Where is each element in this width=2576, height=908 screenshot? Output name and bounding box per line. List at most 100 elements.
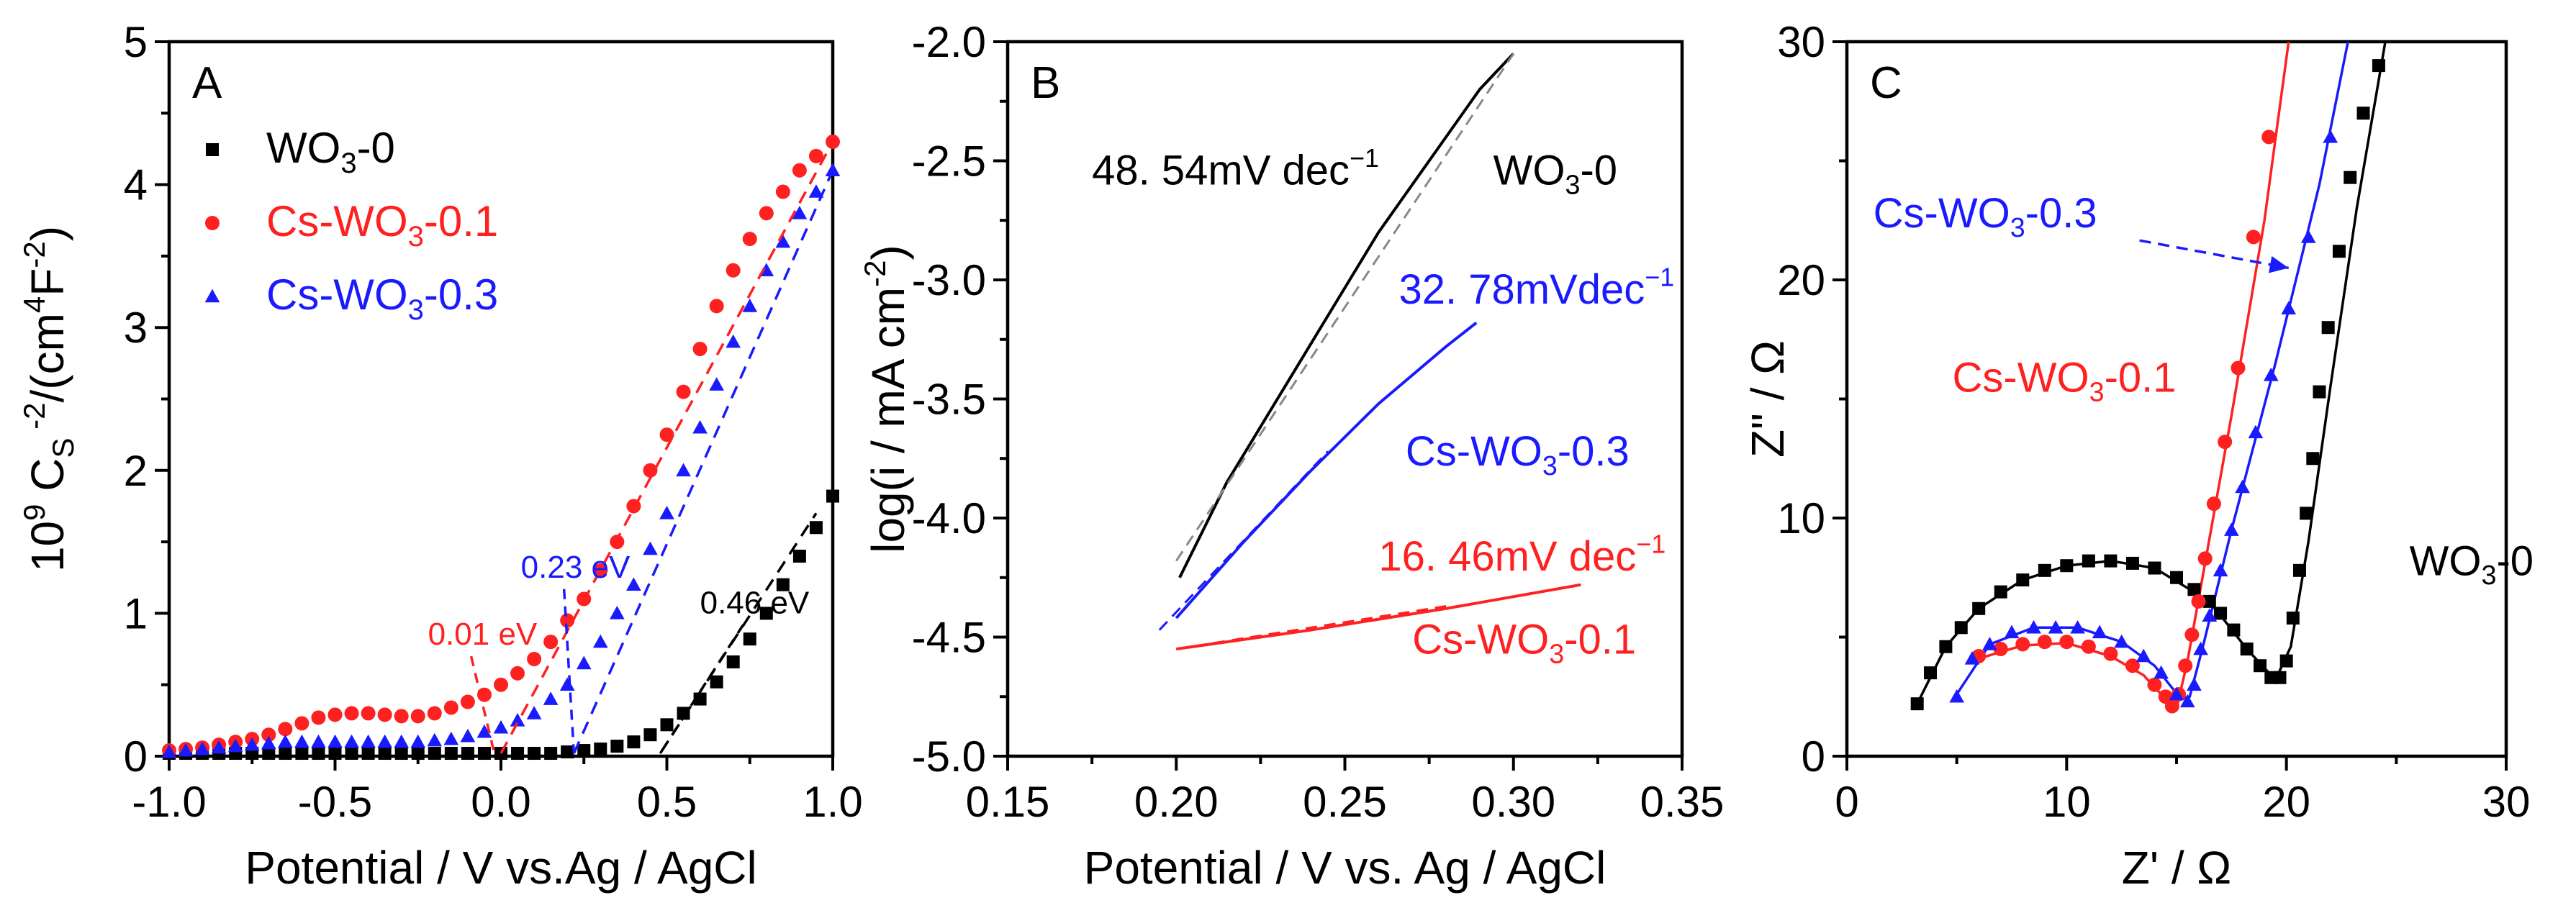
point-a-Cs-WO3-0.1-11 <box>344 706 359 721</box>
y-tick-label-a-3: 3 <box>124 304 148 352</box>
point-c-Cs-WO3-0.3-9 <box>2136 648 2151 663</box>
y-tick-label-a-1: 1 <box>124 589 148 637</box>
point-a-WO3-0-17 <box>444 747 458 761</box>
point-a-Cs-WO3-0.3-14 <box>394 734 410 748</box>
point-a-Cs-WO3-0.3-12 <box>361 734 376 748</box>
panel-a-eff-chart: -1.0 -0.5 0.0 0.5 1.0 0 1 2 3 4 5 Potential / V vs.… <box>17 18 863 894</box>
point-c-Cs-WO3-0.1-16 <box>2206 496 2221 512</box>
point-c-Cs-WO3-0.1-10 <box>2164 699 2179 714</box>
onset-annotation-a-1: 0.23 eV <box>521 550 631 585</box>
point-a-Cs-WO3-0.3-35 <box>742 299 758 312</box>
x-tick-label-b-1: 0.20 <box>1134 778 1219 826</box>
point-c-WO3-0-30 <box>2344 171 2357 184</box>
y-tick-label-b-0: -5.0 <box>912 732 986 781</box>
y-axis-title-a: 109 CS -2/(cm4F-2) <box>17 226 80 572</box>
point-a-Cs-WO3-0.3-22 <box>526 706 542 719</box>
point-c-WO3-0-25 <box>2300 507 2313 520</box>
point-a-WO3-0-13 <box>378 747 392 761</box>
point-a-Cs-WO3-0.3-38 <box>792 205 808 219</box>
x-tick-label-c-3: 30 <box>2482 778 2531 826</box>
point-c-WO3-0-0 <box>1910 697 1924 711</box>
point-c-WO3-0-7 <box>2038 563 2051 577</box>
point-c-Cs-WO3-0.3-16 <box>2213 563 2228 577</box>
point-a-Cs-WO3-0.3-7 <box>278 734 293 748</box>
point-c-Cs-WO3-0.3-2 <box>1982 637 1997 650</box>
point-c-WO3-0-27 <box>2313 385 2326 399</box>
point-a-WO3-0-14 <box>394 747 408 761</box>
point-c-Cs-WO3-0.3-11 <box>2169 686 2184 701</box>
series-label-wo3-0: WO3-0 <box>1493 147 1617 200</box>
x-tick-label-a-4: 1.0 <box>803 778 862 826</box>
point-a-WO3-0-12 <box>361 747 375 761</box>
point-c-WO3-0-21 <box>2273 671 2287 684</box>
point-a-Cs-WO3-0.1-13 <box>377 707 392 722</box>
point-a-Cs-WO3-0.3-17 <box>443 731 459 745</box>
point-a-WO3-0-26 <box>594 743 607 756</box>
point-a-Cs-WO3-0.1-40 <box>826 135 840 150</box>
y-tick-label-a-4: 4 <box>124 161 148 209</box>
point-c-Cs-WO3-0.3-21 <box>2281 301 2297 314</box>
point-a-Cs-WO3-0.3-21 <box>510 713 525 727</box>
point-a-Cs-WO3-0.3-11 <box>344 734 359 748</box>
point-c-Cs-WO3-0.3-7 <box>2092 625 2107 639</box>
y-tick-label-c-1: 10 <box>1777 494 1825 542</box>
panel-b-tafel-chart: 0.15 0.20 0.25 0.30 0.35 -5.0 -4.5 -4.0 -3.5 -3.0… <box>858 18 1724 894</box>
point-a-Cs-WO3-0.1-9 <box>311 710 326 725</box>
point-a-Cs-WO3-0.1-14 <box>394 709 409 724</box>
point-a-Cs-WO3-0.1-10 <box>327 707 343 722</box>
x-tick-label-c-2: 20 <box>2262 778 2310 826</box>
point-c-WO3-0-31 <box>2356 106 2370 120</box>
y-axis-title-c: Z" / Ω <box>1742 340 1794 458</box>
point-a-WO3-0-40 <box>826 489 839 503</box>
y-tick-label-a-5: 5 <box>124 18 148 66</box>
y-tick-label-a-0: 0 <box>124 732 148 781</box>
point-a-Cs-WO3-0.3-40 <box>825 163 841 177</box>
point-a-Cs-WO3-0.3-37 <box>775 234 791 248</box>
legend-label-a-2: Cs-WO3-0.3 <box>266 271 498 326</box>
point-a-Cs-WO3-0.3-9 <box>311 734 326 748</box>
point-c-WO3-0-3 <box>1954 621 1968 635</box>
point-legend-a-WO3-0-0 <box>206 143 219 156</box>
tafel-fit-b-2 <box>1176 604 1447 650</box>
point-a-Cs-WO3-0.3-13 <box>377 734 392 748</box>
point-legend-a-Cs-WO3-0.3-0 <box>204 289 220 303</box>
point-a-Cs-WO3-0.3-33 <box>709 377 724 391</box>
point-c-Cs-WO3-0.3-10 <box>2154 665 2169 679</box>
point-a-Cs-WO3-0.3-3 <box>211 740 227 754</box>
point-a-WO3-0-29 <box>643 728 657 742</box>
point-a-Cs-WO3-0.1-23 <box>543 635 559 650</box>
point-c-WO3-0-5 <box>1994 585 2007 599</box>
point-c-WO3-0-11 <box>2125 556 2139 570</box>
point-c-WO3-0-24 <box>2292 563 2306 577</box>
point-a-Cs-WO3-0.3-27 <box>610 606 625 619</box>
point-c-Cs-WO3-0.3-22 <box>2300 230 2316 243</box>
series-c-Cs-WO3-0.1 <box>1971 130 2277 714</box>
point-a-Cs-WO3-0.3-18 <box>460 728 476 743</box>
point-a-Cs-WO3-0.1-12 <box>361 706 376 721</box>
point-a-WO3-0-35 <box>743 632 756 646</box>
x-tick-label-a-2: 0.0 <box>471 778 530 826</box>
point-c-WO3-0-22 <box>2279 654 2293 668</box>
point-a-WO3-0-18 <box>461 747 474 761</box>
point-a-Cs-WO3-0.1-38 <box>792 163 807 178</box>
point-a-Cs-WO3-0.3-0 <box>161 744 177 758</box>
y-tick-label-b-1: -4.5 <box>912 614 986 662</box>
point-a-Cs-WO3-0.1-6 <box>261 727 276 743</box>
point-a-WO3-0-9 <box>312 747 325 761</box>
point-c-WO3-0-16 <box>2214 607 2228 620</box>
point-a-WO3-0-19 <box>477 747 491 761</box>
point-a-Cs-WO3-0.3-10 <box>327 734 343 748</box>
point-c-WO3-0-6 <box>2016 573 2030 587</box>
legend-label-a-1: Cs-WO3-0.1 <box>266 197 498 253</box>
y-tick-label-c-0: 0 <box>1802 732 1825 781</box>
point-a-WO3-0-6 <box>262 747 276 761</box>
label-cs-wo3-0.1: Cs-WO3-0.1 <box>1953 355 2177 407</box>
tafel-curve-b-Cs-WO3-0.1 <box>1175 583 1581 651</box>
point-a-Cs-WO3-0.3-24 <box>559 677 575 691</box>
series-c-WO3-0 <box>1910 59 2385 711</box>
point-c-Cs-WO3-0.1-17 <box>2218 435 2233 450</box>
y-tick-label-c-3: 30 <box>1777 18 1825 66</box>
point-c-Cs-WO3-0.1-2 <box>2015 637 2030 652</box>
x-tick-label-b-2: 0.25 <box>1303 778 1387 826</box>
y-tick-label-b-4: -3.0 <box>912 256 986 304</box>
